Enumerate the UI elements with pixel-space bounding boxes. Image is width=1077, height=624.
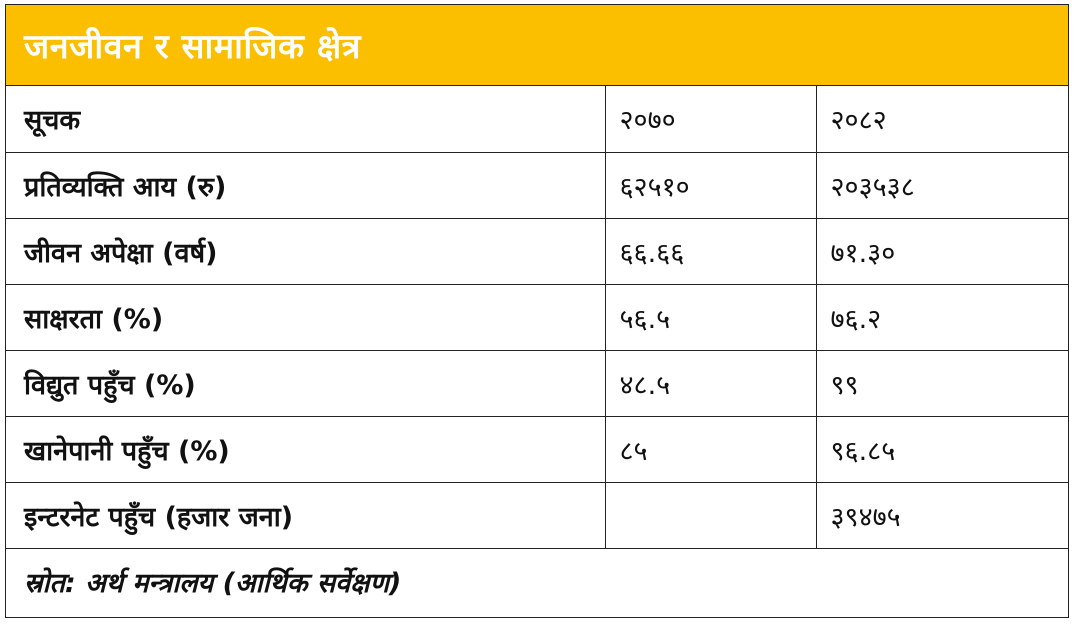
row-value-2070: ५६.५ — [605, 284, 817, 351]
row-value-2082: २०३५३८ — [816, 152, 1068, 219]
row-label: जीवन अपेक्षा (वर्ष) — [6, 218, 606, 285]
table-row: इन्टरनेट पहुँच (हजार जना) ३९४७५ — [6, 482, 1068, 549]
row-label: खानेपानी पहुँच (%) — [6, 416, 606, 483]
row-label: साक्षरता (%) — [6, 284, 606, 351]
title-bar: जनजीवन र सामाजिक क्षेत्र — [6, 5, 1068, 86]
row-value-2082: ३९४७५ — [816, 482, 1068, 549]
row-label: प्रतिव्यक्ति आय (रु) — [6, 152, 606, 219]
row-value-2070 — [605, 482, 817, 549]
row-label: विद्युत पहुँच (%) — [6, 350, 606, 417]
row-value-2082: ७१.३० — [816, 218, 1068, 285]
row-value-2070: ८५ — [605, 416, 817, 483]
row-value-2082: ९६.८५ — [816, 416, 1068, 483]
header-indicator: सूचक — [6, 86, 606, 153]
table-row: जीवन अपेक्षा (वर्ष) ६६.६६ ७१.३० — [6, 218, 1068, 285]
row-label: इन्टरनेट पहुँच (हजार जना) — [6, 482, 606, 549]
table-header-row: सूचक २०७० २०८२ — [6, 86, 1068, 153]
infographic-table-card: जनजीवन र सामाजिक क्षेत्र सूचक २०७० २०८२ … — [5, 4, 1069, 618]
table-row: साक्षरता (%) ५६.५ ७६.२ — [6, 284, 1068, 351]
table-row: प्रतिव्यक्ति आय (रु) ६२५१० २०३५३८ — [6, 152, 1068, 219]
row-value-2082: ७६.२ — [816, 284, 1068, 351]
header-year-2070: २०७० — [605, 86, 817, 153]
row-value-2070: ६२५१० — [605, 152, 817, 219]
indicator-table: सूचक २०७० २०८२ प्रतिव्यक्ति आय (रु) ६२५१… — [6, 86, 1068, 549]
row-value-2070: ४८.५ — [605, 350, 817, 417]
table-title: जनजीवन र सामाजिक क्षेत्र — [24, 27, 362, 67]
row-value-2070: ६६.६६ — [605, 218, 817, 285]
table-row: खानेपानी पहुँच (%) ८५ ९६.८५ — [6, 416, 1068, 483]
header-year-2082: २०८२ — [816, 86, 1068, 153]
table-row: विद्युत पहुँच (%) ४८.५ ९९ — [6, 350, 1068, 417]
row-value-2082: ९९ — [816, 350, 1068, 417]
source-note: स्रोत: अर्थ मन्त्रालय (आर्थिक सर्वेक्षण) — [24, 567, 402, 599]
